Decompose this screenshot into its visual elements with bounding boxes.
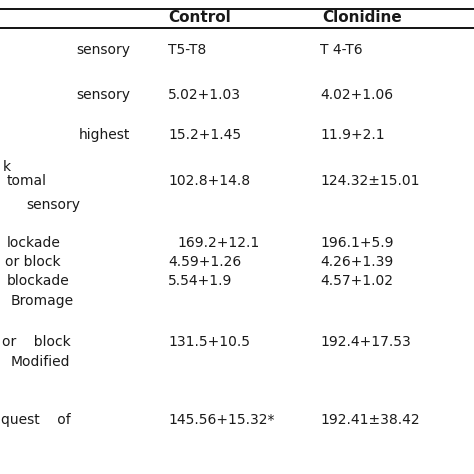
Text: 4.57+1.02: 4.57+1.02: [320, 274, 393, 288]
Text: quest    of: quest of: [1, 413, 71, 428]
Text: or    block: or block: [2, 335, 71, 349]
Text: 4.26+1.39: 4.26+1.39: [320, 255, 393, 269]
Text: lockade: lockade: [7, 236, 61, 250]
Text: 131.5+10.5: 131.5+10.5: [168, 335, 250, 349]
Text: tomal: tomal: [7, 174, 47, 188]
Text: 145.56+15.32*: 145.56+15.32*: [168, 413, 275, 428]
Text: Modified: Modified: [10, 355, 70, 369]
Text: or block: or block: [5, 255, 60, 269]
Text: Bromage: Bromage: [10, 294, 73, 308]
Text: T5-T8: T5-T8: [168, 43, 207, 57]
Text: 196.1+5.9: 196.1+5.9: [320, 236, 393, 250]
Text: sensory: sensory: [26, 198, 80, 212]
Text: Control: Control: [168, 10, 231, 25]
Text: 5.02+1.03: 5.02+1.03: [168, 88, 241, 102]
Text: highest: highest: [79, 128, 130, 142]
Text: 4.59+1.26: 4.59+1.26: [168, 255, 242, 269]
Text: 124.32±15.01: 124.32±15.01: [320, 174, 419, 188]
Text: 192.4+17.53: 192.4+17.53: [320, 335, 410, 349]
Text: blockade: blockade: [7, 274, 70, 288]
Text: 192.41±38.42: 192.41±38.42: [320, 413, 419, 428]
Text: 4.02+1.06: 4.02+1.06: [320, 88, 393, 102]
Text: T 4-T6: T 4-T6: [320, 43, 363, 57]
Text: 15.2+1.45: 15.2+1.45: [168, 128, 241, 142]
Text: 5.54+1.9: 5.54+1.9: [168, 274, 233, 288]
Text: sensory: sensory: [76, 88, 130, 102]
Text: sensory: sensory: [76, 43, 130, 57]
Text: 11.9+2.1: 11.9+2.1: [320, 128, 384, 142]
Text: k: k: [2, 160, 10, 174]
Text: 102.8+14.8: 102.8+14.8: [168, 174, 250, 188]
Text: 169.2+12.1: 169.2+12.1: [178, 236, 260, 250]
Text: Clonidine: Clonidine: [322, 10, 402, 25]
